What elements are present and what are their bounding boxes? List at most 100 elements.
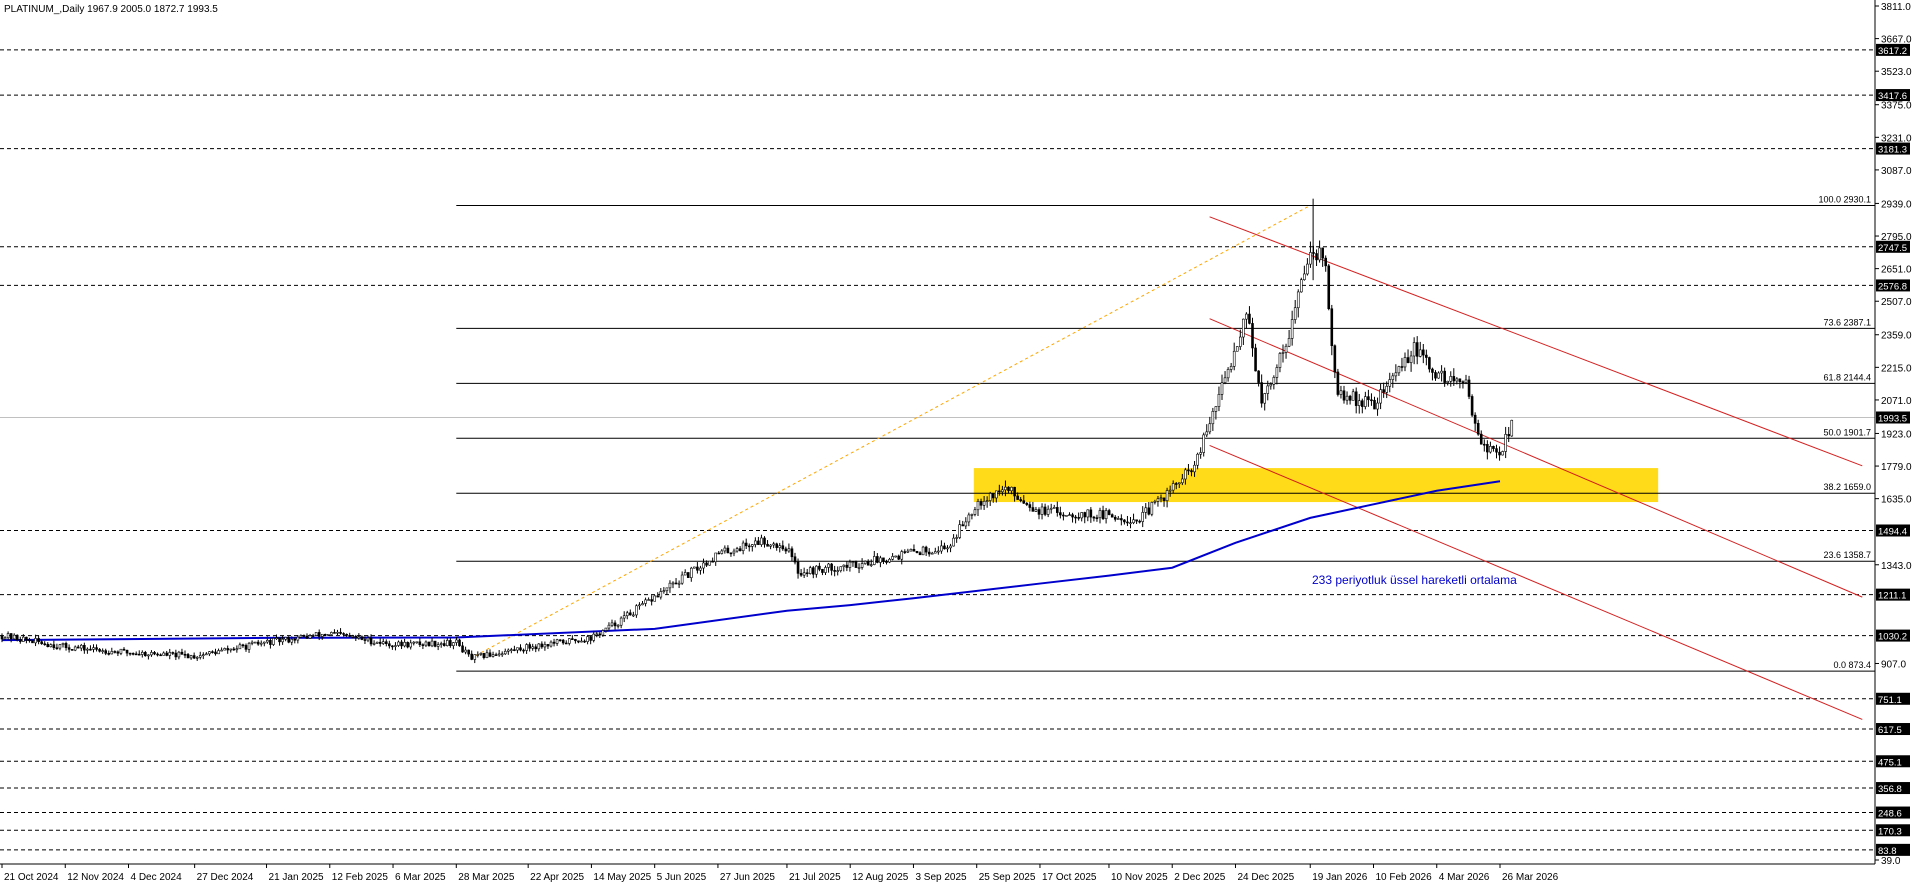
candle-body: [933, 551, 937, 554]
candle-body: [1138, 520, 1141, 523]
channel-lower-line[interactable]: [1209, 444, 1863, 720]
date-tick-label: 27 Dec 2024: [197, 872, 254, 883]
candle-body: [1489, 446, 1492, 453]
candle-body: [1275, 367, 1279, 378]
candle-body: [1495, 448, 1498, 453]
candle-body: [1077, 517, 1080, 519]
candle-body: [592, 633, 596, 641]
candle-body: [171, 652, 175, 654]
candle-body: [1461, 381, 1465, 383]
candle-body: [1254, 347, 1257, 372]
candle-body: [1345, 395, 1349, 401]
candle-body: [238, 644, 242, 650]
candle-body: [433, 640, 437, 647]
candle-body: [519, 647, 522, 651]
candle-body: [821, 569, 824, 573]
candle-body: [80, 645, 83, 649]
candle-body: [1351, 391, 1355, 401]
candle-body: [1220, 382, 1224, 395]
candle-body: [1214, 406, 1218, 412]
candle-body: [1232, 350, 1236, 367]
candle-body: [994, 490, 998, 499]
candle-body: [1031, 507, 1035, 512]
candle-body: [842, 564, 846, 567]
candle-body: [1504, 434, 1507, 452]
candle-body: [558, 639, 562, 642]
candle-body: [778, 545, 782, 548]
candle-body: [311, 635, 315, 637]
candle-body: [415, 641, 419, 644]
support-zone-rect[interactable]: [973, 468, 1659, 503]
candle-body: [988, 493, 992, 501]
candle-body: [388, 643, 391, 647]
candle-body: [397, 641, 400, 646]
price-tick-label: 39.0: [1881, 856, 1901, 867]
candle-body: [641, 603, 644, 606]
level-label: 83.8: [1878, 846, 1897, 857]
candle-body: [64, 643, 68, 648]
candle-body: [442, 643, 446, 646]
candle-body: [1400, 366, 1404, 368]
candle-body: [1486, 444, 1489, 453]
candle-body: [1043, 506, 1047, 515]
candle-body: [827, 563, 830, 568]
date-tick-label: 12 Nov 2024: [67, 872, 124, 883]
candle-body: [879, 557, 882, 563]
channel-middle-line[interactable]: [1209, 318, 1863, 598]
candle-body: [1046, 508, 1050, 515]
price-tick-label: 2939.0: [1881, 199, 1912, 210]
candle-body: [436, 644, 440, 647]
candle-body: [1171, 483, 1175, 491]
candle-body: [961, 524, 965, 527]
candle-body: [1373, 399, 1376, 410]
candle-body: [937, 550, 940, 553]
candle-body: [1281, 352, 1285, 354]
candle-body: [1437, 372, 1440, 379]
candle-body: [162, 652, 165, 656]
candle-body: [22, 636, 25, 642]
candle-body: [1443, 370, 1446, 383]
candle-body: [1190, 470, 1193, 473]
candle-body: [1507, 434, 1510, 437]
candle-body: [900, 551, 904, 560]
candle-body: [1501, 451, 1504, 456]
candle-body: [555, 639, 559, 644]
candle-body: [705, 562, 708, 566]
candle-body: [580, 640, 583, 643]
candle-body: [1028, 504, 1032, 508]
candle-body: [982, 500, 986, 506]
candle-body: [766, 543, 769, 547]
date-tick-label: 10 Nov 2025: [1111, 872, 1168, 883]
candle-body: [214, 651, 217, 655]
candle-body: [15, 634, 19, 641]
candle-body: [1202, 434, 1205, 453]
level-label: 248.6: [1878, 809, 1902, 820]
candle-body: [1174, 483, 1178, 485]
date-tick-label: 14 May 2025: [593, 872, 651, 883]
candle-body: [52, 644, 56, 649]
candle-body: [872, 556, 876, 565]
date-tick-label: 4 Mar 2026: [1439, 872, 1490, 883]
candle-body: [702, 562, 705, 569]
candle-body: [1333, 345, 1337, 373]
candle-body: [677, 582, 681, 585]
candle-body: [531, 646, 535, 649]
candle-body: [741, 542, 745, 551]
candle-body: [561, 639, 565, 644]
dotted-trend-line[interactable]: [470, 205, 1311, 659]
candle-body: [714, 552, 718, 563]
candle-body: [1406, 357, 1410, 363]
level-label-bg: [1876, 843, 1910, 856]
candle-body: [845, 564, 849, 568]
candle-body: [1107, 510, 1111, 515]
fibonacci-retracement[interactable]: 100.0 2930.1 73.6 2387.1 61.8 2144.4 50.0 1…: [456, 194, 1875, 672]
candle-body: [232, 648, 236, 651]
candle-body: [330, 632, 333, 635]
candle-body: [241, 644, 245, 647]
candle-body: [595, 633, 599, 636]
candle-body: [891, 556, 894, 560]
candle-body: [1428, 357, 1431, 370]
candle-body: [1324, 257, 1327, 267]
candle-body: [1391, 375, 1395, 380]
